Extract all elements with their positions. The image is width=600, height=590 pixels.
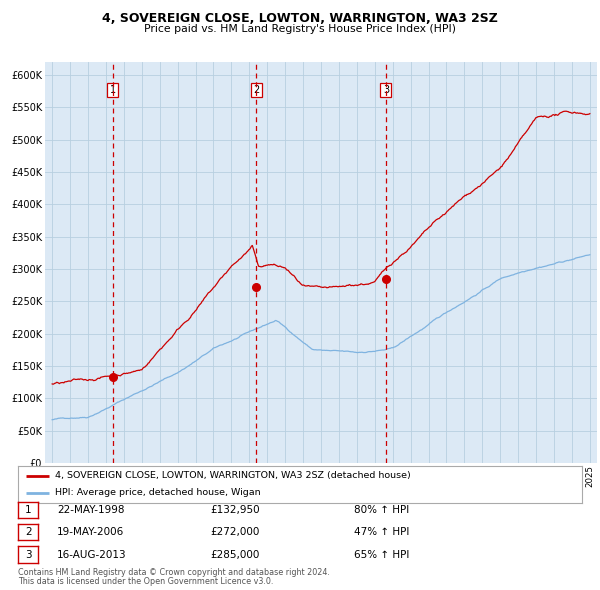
Text: HPI: Average price, detached house, Wigan: HPI: Average price, detached house, Wiga… bbox=[55, 488, 260, 497]
Text: 80% ↑ HPI: 80% ↑ HPI bbox=[354, 505, 409, 514]
Text: £285,000: £285,000 bbox=[210, 550, 259, 559]
Text: 2: 2 bbox=[253, 85, 259, 95]
Text: 4, SOVEREIGN CLOSE, LOWTON, WARRINGTON, WA3 2SZ: 4, SOVEREIGN CLOSE, LOWTON, WARRINGTON, … bbox=[102, 12, 498, 25]
Text: £272,000: £272,000 bbox=[210, 527, 259, 537]
Text: 4, SOVEREIGN CLOSE, LOWTON, WARRINGTON, WA3 2SZ (detached house): 4, SOVEREIGN CLOSE, LOWTON, WARRINGTON, … bbox=[55, 471, 410, 480]
Text: 19-MAY-2006: 19-MAY-2006 bbox=[57, 527, 124, 537]
Text: 2: 2 bbox=[25, 527, 32, 537]
Text: 65% ↑ HPI: 65% ↑ HPI bbox=[354, 550, 409, 559]
Text: 16-AUG-2013: 16-AUG-2013 bbox=[57, 550, 127, 559]
Text: 3: 3 bbox=[25, 550, 32, 559]
Text: £132,950: £132,950 bbox=[210, 505, 260, 514]
Text: Price paid vs. HM Land Registry's House Price Index (HPI): Price paid vs. HM Land Registry's House … bbox=[144, 24, 456, 34]
Text: 3: 3 bbox=[383, 85, 389, 95]
Text: 47% ↑ HPI: 47% ↑ HPI bbox=[354, 527, 409, 537]
Text: 1: 1 bbox=[25, 505, 32, 514]
Text: 1: 1 bbox=[110, 85, 116, 95]
Text: 22-MAY-1998: 22-MAY-1998 bbox=[57, 505, 125, 514]
Text: Contains HM Land Registry data © Crown copyright and database right 2024.: Contains HM Land Registry data © Crown c… bbox=[18, 568, 330, 577]
Text: This data is licensed under the Open Government Licence v3.0.: This data is licensed under the Open Gov… bbox=[18, 578, 274, 586]
